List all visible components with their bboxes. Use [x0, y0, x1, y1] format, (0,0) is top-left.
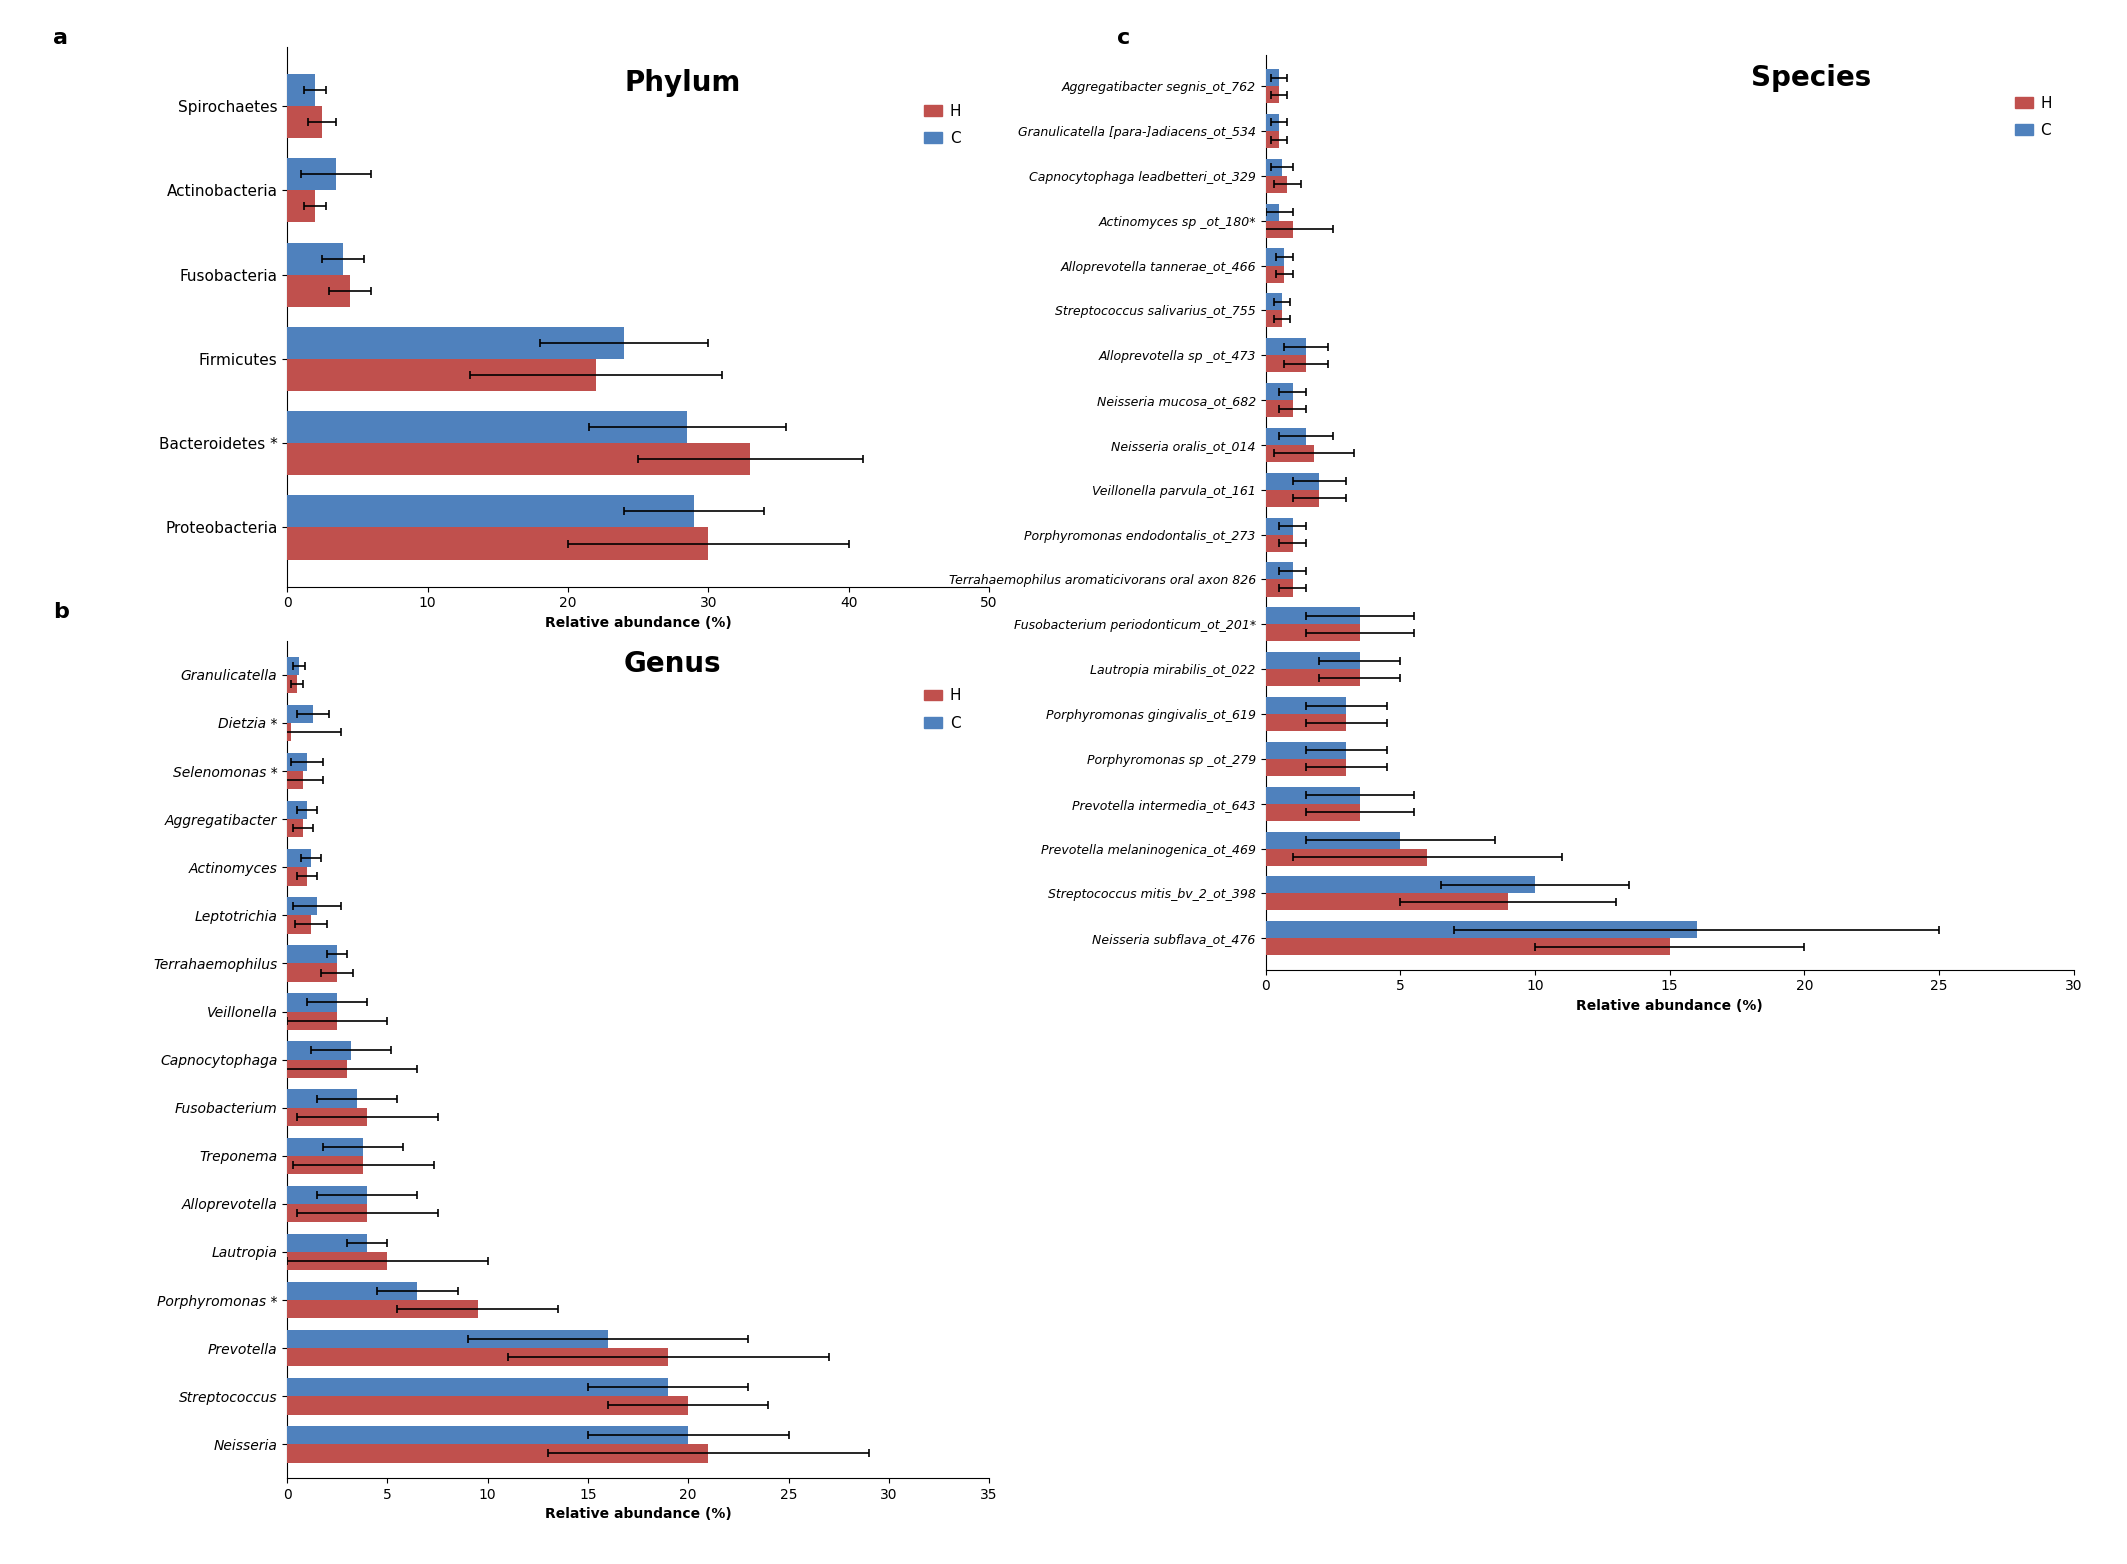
Bar — [1266, 86, 1278, 103]
Bar — [287, 898, 317, 915]
Bar — [287, 1234, 368, 1251]
Bar — [287, 1251, 387, 1270]
Bar — [287, 657, 300, 676]
Bar — [287, 752, 306, 771]
Bar — [1266, 160, 1283, 175]
Bar — [287, 411, 687, 443]
Bar — [287, 443, 751, 475]
Bar — [287, 527, 708, 560]
Bar — [1266, 535, 1293, 552]
Bar — [1266, 624, 1359, 641]
Bar — [1266, 804, 1359, 821]
Bar — [287, 275, 351, 307]
Bar — [287, 1012, 338, 1029]
Bar — [1266, 876, 1536, 893]
Text: Phylum: Phylum — [623, 69, 740, 97]
Text: a: a — [53, 28, 68, 48]
Bar — [287, 1137, 364, 1156]
Bar — [287, 1156, 364, 1175]
Bar — [1266, 849, 1427, 865]
Bar — [287, 242, 342, 275]
Bar — [1266, 715, 1346, 730]
Bar — [287, 1059, 347, 1078]
Bar — [287, 801, 306, 820]
Bar — [1266, 472, 1319, 490]
Bar — [1266, 294, 1283, 310]
Bar — [287, 327, 623, 358]
Bar — [1266, 741, 1346, 759]
Bar — [1266, 832, 1400, 849]
Bar — [287, 1282, 417, 1300]
Bar — [287, 358, 596, 391]
Bar — [1266, 938, 1670, 956]
Bar — [287, 1042, 351, 1059]
Bar — [287, 945, 338, 963]
Text: c: c — [1117, 28, 1129, 48]
Bar — [287, 74, 315, 106]
Bar — [1266, 114, 1278, 131]
Bar — [287, 1090, 357, 1107]
Bar — [287, 191, 315, 222]
Bar — [1266, 518, 1293, 535]
Bar — [1266, 310, 1283, 327]
Bar — [1266, 921, 1697, 938]
Bar — [287, 771, 304, 790]
Bar — [1266, 893, 1508, 910]
Bar — [287, 1300, 479, 1318]
Bar — [1266, 444, 1314, 461]
Bar — [287, 496, 693, 527]
Bar — [1266, 249, 1285, 266]
Bar — [1266, 698, 1346, 715]
Bar — [1266, 266, 1285, 283]
Bar — [1266, 652, 1359, 669]
Bar — [287, 993, 338, 1012]
Bar — [287, 963, 338, 982]
Text: b: b — [53, 602, 68, 622]
X-axis label: Relative abundance (%): Relative abundance (%) — [545, 1508, 732, 1522]
Bar — [287, 1348, 668, 1367]
Bar — [1266, 563, 1293, 580]
Bar — [1266, 131, 1278, 149]
Bar — [287, 849, 311, 868]
Bar — [1266, 355, 1306, 372]
Bar — [287, 1204, 368, 1221]
Bar — [287, 1186, 368, 1204]
Legend: H, C: H, C — [2008, 89, 2059, 144]
Text: Genus: Genus — [623, 649, 721, 677]
Bar — [287, 676, 298, 693]
Legend: H, C: H, C — [917, 682, 968, 737]
Bar — [287, 868, 306, 885]
Bar — [1266, 221, 1293, 238]
Bar — [287, 1107, 368, 1126]
Bar — [1266, 787, 1359, 804]
Bar — [1266, 175, 1287, 192]
Bar — [1266, 400, 1293, 418]
Bar — [287, 1397, 689, 1414]
Bar — [1266, 69, 1278, 86]
Bar — [1266, 580, 1293, 596]
X-axis label: Relative abundance (%): Relative abundance (%) — [545, 616, 732, 630]
Bar — [287, 723, 291, 741]
Bar — [1266, 490, 1319, 507]
X-axis label: Relative abundance (%): Relative abundance (%) — [1576, 999, 1763, 1013]
Bar — [287, 1426, 689, 1444]
Bar — [1266, 607, 1359, 624]
Bar — [1266, 759, 1346, 776]
Bar — [287, 820, 304, 837]
Legend: H, C: H, C — [917, 97, 968, 152]
Bar — [1266, 669, 1359, 687]
Bar — [1266, 429, 1306, 444]
Bar — [287, 915, 311, 934]
Bar — [287, 1378, 668, 1397]
Bar — [287, 106, 323, 138]
Bar — [287, 705, 313, 723]
Text: Species: Species — [1751, 64, 1872, 92]
Bar — [1266, 338, 1306, 355]
Bar — [1266, 383, 1293, 400]
Bar — [287, 158, 336, 191]
Bar — [287, 1444, 708, 1462]
Bar — [1266, 203, 1278, 221]
Bar — [287, 1329, 608, 1348]
